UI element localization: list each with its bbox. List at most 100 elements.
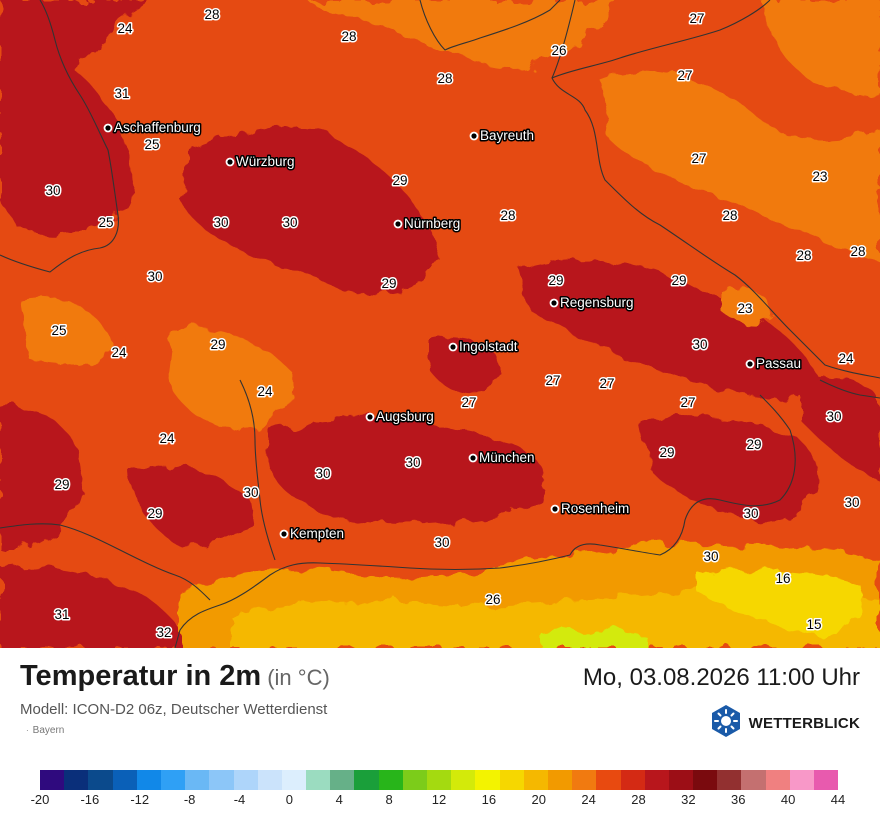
city-dot [448, 342, 458, 352]
temperature-value: 30 [844, 495, 859, 510]
temperature-value: 30 [315, 466, 330, 481]
city-marker[interactable]: Bayreuth [469, 127, 536, 145]
color-swatch [160, 770, 186, 790]
city-marker[interactable]: München [468, 449, 536, 467]
forecast-datetime: Mo, 03.08.2026 11:00 Uhr [582, 664, 860, 691]
color-swatch [354, 770, 379, 790]
temperature-value: 27 [680, 395, 695, 410]
region-dot: · [26, 726, 29, 735]
city-marker[interactable]: Kempten [279, 525, 346, 543]
city-name: Würzburg [236, 154, 295, 169]
color-scale [40, 770, 839, 790]
region-name: Bayern [32, 725, 65, 736]
city-dot [550, 504, 560, 514]
color-swatch [136, 770, 161, 790]
city-marker[interactable]: Aschaffenburg [103, 119, 202, 137]
city-name: Passau [756, 356, 801, 371]
city-name: München [479, 450, 535, 465]
city-marker[interactable]: Ingolstadt [448, 338, 519, 356]
color-swatch [402, 770, 427, 790]
city-name: Regensburg [560, 295, 634, 310]
temperature-value: 29 [671, 273, 686, 288]
city-name: Kempten [290, 526, 344, 541]
color-scale-tick: 8 [385, 792, 393, 807]
temperature-value: 28 [341, 29, 356, 44]
temperature-value: 25 [98, 215, 113, 230]
color-scale-tick: 40 [780, 792, 796, 807]
color-swatch [88, 770, 113, 790]
city-name: Aschaffenburg [114, 120, 201, 135]
temperature-value: 23 [812, 169, 827, 184]
temperature-value: 29 [381, 276, 396, 291]
color-scale-tick: 4 [335, 792, 343, 807]
city-dot [745, 359, 755, 369]
color-swatch [306, 770, 331, 790]
city-marker[interactable]: Regensburg [549, 294, 635, 312]
temperature-value: 15 [806, 617, 821, 632]
city-dot [468, 453, 478, 463]
temperature-value: 30 [703, 549, 718, 564]
temperature-value: 28 [204, 7, 219, 22]
temperature-value: 30 [405, 455, 420, 470]
color-scale-ticks: -20 -16 -12 -8 -4 0 4 8 12 16 20 24 28 32 36 40 44 [31, 792, 846, 810]
color-scale-tick: -8 [183, 792, 196, 807]
temperature-value: 16 [775, 571, 790, 586]
temperature-value: 23 [737, 301, 752, 316]
city-name: Rosenheim [561, 501, 629, 516]
temperature-value: 27 [461, 395, 476, 410]
color-scale-tick: 12 [431, 792, 447, 807]
color-swatch [64, 770, 89, 790]
temperature-value: 27 [599, 376, 614, 391]
city-dot [279, 529, 289, 539]
color-swatch [668, 770, 694, 790]
city-marker[interactable]: Augsburg [365, 408, 435, 426]
city-dot [225, 157, 235, 167]
color-swatch [620, 770, 645, 790]
color-scale-tick: 32 [681, 792, 696, 807]
temperature-value: 29 [548, 273, 563, 288]
temperature-value: 29 [147, 506, 162, 521]
color-scale-tick: -12 [130, 792, 150, 807]
color-swatch [499, 770, 524, 790]
color-swatch [789, 770, 814, 790]
temperature-value: 29 [659, 445, 674, 460]
city-dot [365, 412, 375, 422]
temperature-value: 26 [485, 592, 500, 607]
color-scale-tick: -4 [233, 792, 246, 807]
model-info: Modell: ICON-D2 06z, Deutscher Wetterdie… [20, 701, 328, 718]
color-swatch [717, 770, 742, 790]
city-marker[interactable]: Passau [745, 355, 803, 373]
color-swatch [40, 770, 65, 790]
color-swatch [427, 770, 452, 790]
temperature-value: 27 [677, 68, 692, 83]
city-name: Nürnberg [404, 216, 460, 231]
temperature-value: 27 [545, 373, 560, 388]
color-swatch [547, 770, 573, 790]
temperature-value: 28 [796, 248, 811, 263]
temperature-value: 29 [746, 437, 761, 452]
brand-logo[interactable]: WETTERBLICK [709, 704, 860, 743]
title-unit: (in °C) [267, 665, 330, 690]
color-swatch [112, 770, 137, 790]
color-swatch [741, 770, 766, 790]
temperature-value: 30 [692, 337, 707, 352]
city-marker[interactable]: Würzburg [225, 153, 296, 171]
city-marker[interactable]: Rosenheim [550, 500, 631, 518]
temperature-value: 30 [826, 409, 841, 424]
temperature-value: 29 [54, 477, 69, 492]
temperature-value: 24 [159, 431, 175, 446]
city-dot [549, 298, 559, 308]
city-marker[interactable]: Nürnberg [393, 215, 462, 233]
temperature-value: 29 [210, 337, 225, 352]
temperature-value: 25 [144, 137, 159, 152]
temperature-value: 28 [722, 208, 737, 223]
footer-panel: Temperatur in 2m (in °C) Mo, 03.08.2026 1… [0, 648, 880, 830]
color-swatch [765, 770, 790, 790]
color-scale-tick: -20 [30, 792, 50, 807]
color-swatch [596, 770, 621, 790]
temperature-value: 24 [838, 351, 854, 366]
temperature-value: 28 [500, 208, 515, 223]
temperature-value: 24 [257, 384, 273, 399]
color-swatch [523, 770, 548, 790]
temperature-value: 24 [111, 345, 127, 360]
